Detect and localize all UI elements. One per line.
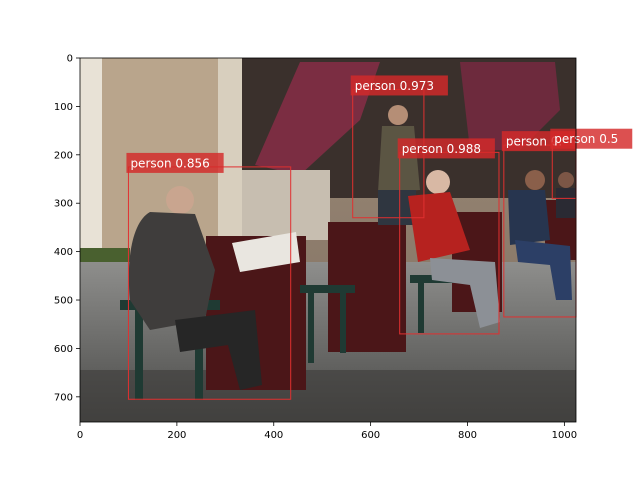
x-tick-label: 1000 (552, 430, 577, 441)
photo (80, 58, 576, 422)
x-tick-label: 0 (77, 430, 83, 441)
y-tick-label: 500 (54, 296, 73, 307)
maroon-banner-right (460, 62, 560, 150)
detection-label: person 0.856 (130, 156, 209, 170)
person-blue-shirt (508, 170, 572, 300)
y-tick-label: 200 (54, 150, 73, 161)
x-tick-label: 800 (458, 430, 477, 441)
x-tick-label: 200 (167, 430, 186, 441)
y-tick-label: 0 (67, 54, 73, 65)
detection-label: person 0.973 (355, 79, 434, 93)
y-tick-label: 300 (54, 199, 73, 210)
bench-2 (300, 285, 355, 363)
maroon-banner-left (255, 62, 380, 175)
detection-label-bg (126, 152, 224, 173)
detection-label: person 0.988 (402, 142, 481, 156)
detection-label-bg (397, 138, 495, 159)
detection-label-bg (550, 128, 633, 149)
detection-label: person 0.5 (554, 132, 618, 146)
x-axis: 0 200 400 600 800 1000 (77, 422, 577, 441)
y-tick-label: 400 (54, 247, 73, 258)
y-tick-label: 100 (54, 102, 73, 113)
detection-1: person 0.856 (126, 152, 292, 400)
left-wall (80, 58, 102, 258)
detection-label-bg (350, 75, 448, 96)
y-axis: 0 100 200 300 400 500 600 700 (54, 54, 80, 403)
x-tick-label: 600 (361, 430, 380, 441)
x-tick-label: 400 (264, 430, 283, 441)
axes-frame (79, 57, 577, 423)
detection-boxes: person 0.856 person 0.973 person 0.988 pers… (126, 75, 633, 400)
y-tick-label: 700 (54, 392, 73, 403)
detection-3: person 0.988 (397, 138, 500, 335)
person-reading-newspaper (128, 186, 300, 390)
person-far-right (556, 172, 576, 218)
pillar (218, 58, 242, 238)
planter (242, 170, 330, 240)
y-tick-label: 600 (54, 344, 73, 355)
bench-shadow (80, 370, 576, 422)
detection-label: person 0. (506, 135, 562, 149)
detection-2: person 0.973 (350, 75, 448, 219)
